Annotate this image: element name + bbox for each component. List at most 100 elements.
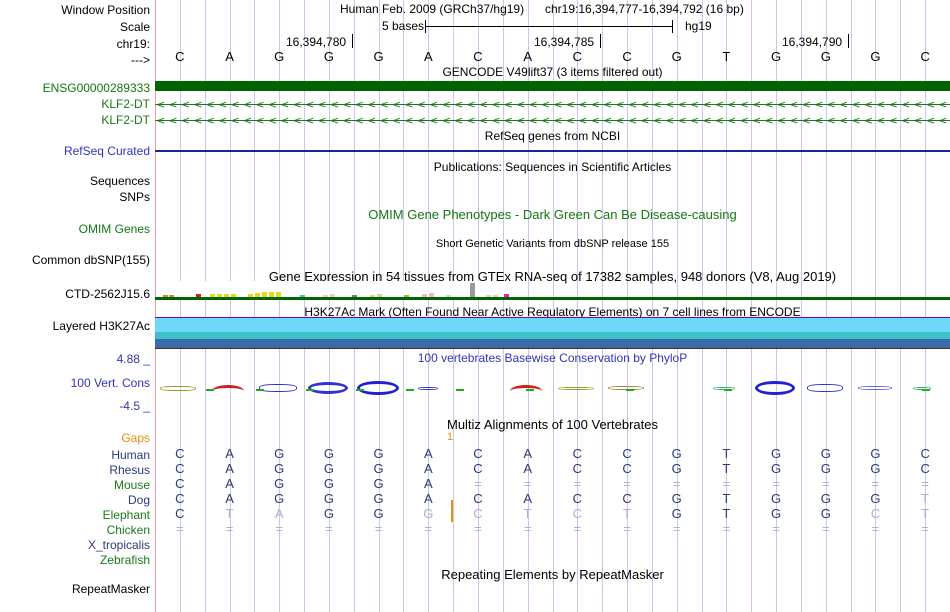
multiz-alignment-base: C (622, 491, 632, 506)
gencode-row-label-klf2dt-2[interactable]: KLF2-DT (101, 113, 150, 127)
multiz-species-label[interactable]: Zebrafish (99, 553, 150, 567)
reference-base: C (175, 49, 185, 64)
reference-base: G (323, 49, 334, 64)
multiz-alignment-base: C (175, 491, 185, 506)
scale-bar-db: hg19 (685, 19, 712, 33)
gtex-gene-model-bar[interactable] (155, 297, 950, 300)
multiz-alignment-base: T (722, 446, 731, 461)
gtex-tissue-bar[interactable] (377, 294, 382, 297)
multiz-alignment-base: G (323, 506, 334, 521)
gtex-tissue-bar[interactable] (300, 295, 305, 297)
omim-genes-label[interactable]: OMIM Genes (78, 222, 150, 236)
multiz-alignment-base: = (921, 521, 929, 536)
grid-line (180, 0, 181, 612)
gtex-tissue-bar[interactable] (370, 295, 375, 297)
gtex-barchart[interactable] (160, 281, 510, 297)
grid-line (503, 0, 504, 612)
publications-track-title: Publications: Sequences in Scientific Ar… (433, 160, 672, 174)
gtex-tissue-bar[interactable] (493, 295, 498, 297)
multiz-alignment-base: G (820, 491, 831, 506)
multiz-alignment-base: C (572, 461, 583, 476)
publications-snps-label[interactable]: SNPs (119, 190, 150, 204)
multiz-alignment-base: T (921, 491, 930, 506)
multiz-alignment-base: G (820, 506, 831, 521)
multiz-alignment-base: = (623, 476, 631, 491)
gtex-tissue-bar[interactable] (255, 293, 260, 297)
gtex-row-label[interactable]: CTD-2562J15.6 (65, 287, 150, 301)
grid-line (801, 0, 802, 612)
multiz-alignment-base: A (523, 491, 532, 506)
layered-h3k27ac-label[interactable]: Layered H3K27Ac (52, 319, 150, 333)
multiz-alignment-base: C (175, 446, 185, 461)
gtex-tissue-bar[interactable] (196, 294, 201, 297)
gencode-feature-block[interactable] (155, 81, 950, 91)
multiz-alignment-base: A (523, 446, 532, 461)
gtex-tissue-bar[interactable] (323, 295, 328, 297)
klf2dt-strand-arrows-1: <<<<<<<<<<<<<<<<<<<<<<<<<<<<<<<<<<<<<<<<… (156, 99, 950, 110)
scale-bar-line (425, 26, 673, 27)
common-dbsnp-label[interactable]: Common dbSNP(155) (31, 253, 150, 267)
refseq-curated-feature-line[interactable] (155, 150, 950, 152)
klf2dt-strand-arrows-2: <<<<<<<<<<<<<<<<<<<<<<<<<<<<<<<<<<<<<<<<… (156, 115, 950, 126)
multiz-alignment-base: = (474, 476, 482, 491)
publications-sequences-label[interactable]: Sequences (89, 174, 150, 188)
grid-line (230, 0, 231, 612)
h3k27ac-layer-lightblue[interactable] (155, 318, 950, 332)
gtex-tissue-bar[interactable] (169, 295, 174, 297)
multiz-alignment-base: = (176, 521, 184, 536)
refseq-curated-label[interactable]: RefSeq Curated (63, 144, 150, 158)
gtex-tissue-bar[interactable] (224, 294, 229, 297)
gtex-tissue-bar[interactable] (470, 283, 475, 297)
conservation-mark (259, 384, 297, 392)
multiz-species-label[interactable]: Human (111, 448, 150, 462)
conservation-zero-tick (456, 389, 464, 391)
conservation-axis-min: -4.5 _ (119, 399, 150, 413)
gtex-tissue-bar[interactable] (269, 292, 274, 297)
gtex-tissue-bar[interactable] (231, 294, 236, 297)
repeatmasker-row-label[interactable]: RepeatMasker (71, 582, 150, 596)
grid-line (304, 0, 305, 612)
gtex-tissue-bar[interactable] (330, 294, 335, 297)
grid-line (254, 0, 255, 612)
multiz-alignment-base: T (225, 506, 234, 521)
gencode-row-label-ensg[interactable]: ENSG00000289333 (42, 81, 150, 95)
reference-base: C (622, 49, 632, 64)
h3k27ac-layer-teal[interactable] (155, 332, 950, 339)
gtex-tissue-bar[interactable] (429, 293, 434, 297)
gtex-tissue-bar[interactable] (276, 292, 281, 297)
multiz-species-label[interactable]: Elephant (102, 508, 150, 522)
h3k27ac-layer-darkblue[interactable] (155, 339, 950, 348)
multiz-gaps-label[interactable]: Gaps (121, 431, 150, 445)
multiz-species-label[interactable]: X_tropicalis (87, 538, 150, 552)
multiz-species-label[interactable]: Mouse (113, 478, 150, 492)
multiz-alignment-base: A (423, 446, 433, 461)
gtex-tissue-bar[interactable] (352, 295, 357, 297)
multiz-alignment-base: G (323, 461, 334, 476)
gtex-tissue-bar[interactable] (446, 295, 451, 297)
gtex-tissue-bar[interactable] (422, 294, 427, 297)
reference-base: G (870, 49, 881, 64)
gtex-tissue-bar[interactable] (404, 295, 409, 297)
gtex-tissue-bar[interactable] (163, 295, 168, 297)
conservation-zero-tick (356, 389, 364, 391)
grid-line (726, 0, 727, 612)
gtex-tissue-bar[interactable] (210, 294, 215, 297)
gtex-tissue-bar[interactable] (504, 294, 509, 297)
multiz-alignment-base: = (821, 476, 830, 491)
multiz-alignment-base: T (722, 491, 731, 506)
conservation-row-label[interactable]: 100 Vert. Cons (70, 376, 150, 390)
conservation-zero-tick (922, 389, 930, 391)
ruler-tick-mark (600, 34, 601, 48)
multiz-species-label[interactable]: Dog (127, 493, 150, 507)
multiz-species-label[interactable]: Rhesus (109, 463, 150, 477)
multiz-species-label[interactable]: Chicken (106, 523, 150, 537)
multiz-alignment-base: G (870, 491, 881, 506)
gtex-tissue-bar[interactable] (248, 294, 253, 297)
gtex-tissue-bar[interactable] (486, 295, 491, 297)
gtex-tissue-bar[interactable] (262, 292, 267, 297)
scale-bar-tick-right (672, 20, 673, 33)
gtex-tissue-bar[interactable] (217, 294, 222, 297)
multiz-alignment-base: G (771, 506, 782, 521)
conservation-wiggle[interactable] (155, 362, 950, 414)
gencode-row-label-klf2dt-1[interactable]: KLF2-DT (101, 97, 150, 111)
